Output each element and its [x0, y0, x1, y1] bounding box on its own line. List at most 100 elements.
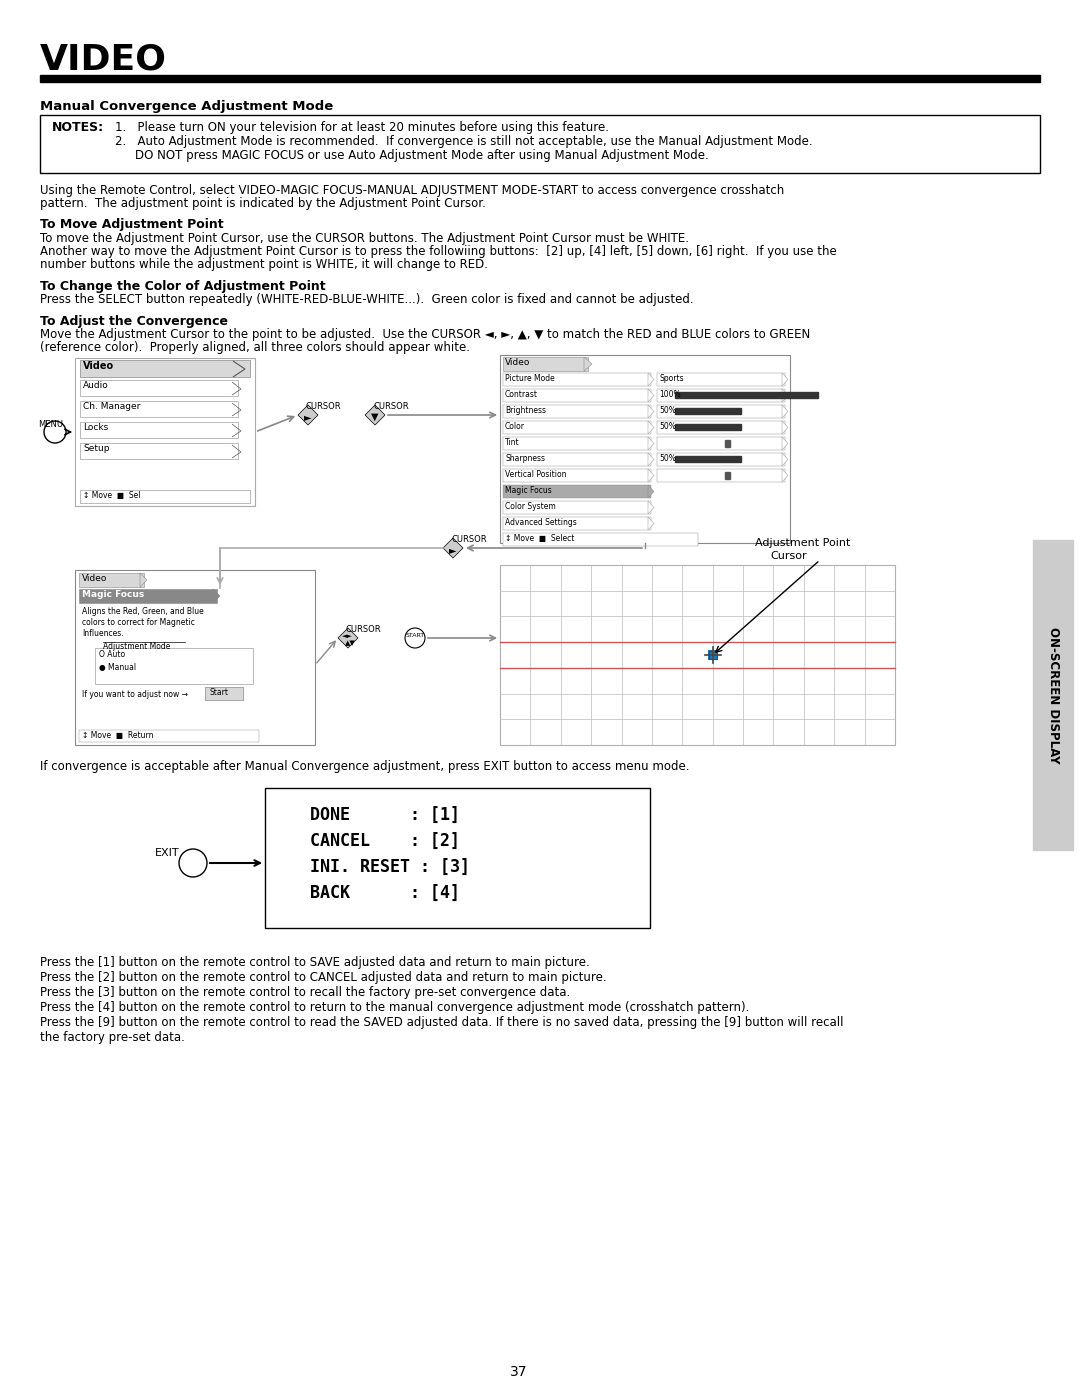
Text: 50%: 50%	[659, 422, 676, 432]
Text: BACK      : [4]: BACK : [4]	[310, 884, 460, 902]
Polygon shape	[782, 437, 788, 450]
Polygon shape	[338, 629, 357, 648]
Bar	[675, 425, 741, 430]
Text: Using the Remote Control, select VIDEO-MAGIC FOCUS-MANUAL ADJUSTMENT MODE-START : Using the Remote Control, select VIDEO-M…	[40, 184, 784, 197]
Bar	[503, 517, 651, 529]
Text: ◄►: ◄►	[342, 633, 353, 638]
Polygon shape	[648, 373, 654, 386]
Text: O Auto: O Auto	[99, 650, 125, 659]
Text: Video: Video	[82, 574, 107, 583]
Bar	[95, 648, 253, 685]
Bar	[503, 437, 651, 450]
Text: Adjustment Mode: Adjustment Mode	[103, 643, 171, 651]
Text: If you want to adjust now →: If you want to adjust now →	[82, 690, 188, 698]
Text: NOTES:: NOTES:	[52, 122, 104, 134]
Bar	[80, 490, 249, 503]
Bar	[708, 651, 717, 659]
Text: colors to correct for Magnetic: colors to correct for Magnetic	[82, 617, 194, 627]
Text: Vertical Position: Vertical Position	[505, 469, 567, 479]
Polygon shape	[648, 485, 654, 497]
Text: EXIT: EXIT	[156, 848, 179, 858]
Polygon shape	[648, 502, 654, 514]
Polygon shape	[443, 538, 463, 557]
Text: Audio: Audio	[83, 381, 109, 390]
Bar	[205, 687, 243, 700]
Bar	[79, 573, 144, 587]
Text: ▲▼: ▲▼	[345, 640, 355, 645]
Bar	[657, 420, 785, 434]
Text: To Change the Color of Adjustment Point: To Change the Color of Adjustment Point	[40, 279, 326, 293]
Bar	[725, 472, 730, 479]
Bar	[657, 469, 785, 482]
Text: ↕ Move  ■  Return: ↕ Move ■ Return	[82, 731, 153, 740]
Bar	[80, 380, 238, 395]
Text: ►: ►	[449, 545, 457, 555]
Polygon shape	[298, 405, 318, 425]
Text: ↕ Move  ■  Sel: ↕ Move ■ Sel	[83, 490, 140, 500]
Text: (reference color).  Properly aligned, all three colors should appear white.: (reference color). Properly aligned, all…	[40, 341, 470, 353]
Polygon shape	[782, 453, 788, 467]
Text: ● Manual: ● Manual	[99, 664, 136, 672]
Polygon shape	[648, 517, 654, 529]
Text: 50%: 50%	[659, 407, 676, 415]
Bar	[75, 570, 315, 745]
Text: Magic Focus: Magic Focus	[505, 486, 552, 495]
Text: CURSOR: CURSOR	[306, 402, 341, 411]
Text: 50%: 50%	[659, 454, 676, 462]
Polygon shape	[584, 358, 592, 372]
Text: Color System: Color System	[505, 502, 556, 511]
Bar	[503, 469, 651, 482]
Text: Press the [3] button on the remote control to recall the factory pre-set converg: Press the [3] button on the remote contr…	[40, 986, 570, 999]
Text: pattern.  The adjustment point is indicated by the Adjustment Point Cursor.: pattern. The adjustment point is indicat…	[40, 197, 486, 210]
Bar	[265, 788, 650, 928]
Text: Video: Video	[505, 358, 530, 367]
Text: Setup: Setup	[83, 444, 109, 453]
Text: 37: 37	[510, 1365, 527, 1379]
Text: CURSOR: CURSOR	[346, 624, 381, 634]
Text: Brightness: Brightness	[505, 407, 546, 415]
Circle shape	[44, 420, 66, 443]
Polygon shape	[648, 437, 654, 450]
Text: CURSOR: CURSOR	[451, 535, 487, 543]
Polygon shape	[782, 420, 788, 434]
Bar	[75, 358, 255, 506]
Polygon shape	[648, 420, 654, 434]
Polygon shape	[782, 373, 788, 386]
Text: Another way to move the Adjustment Point Cursor is to press the followiing butto: Another way to move the Adjustment Point…	[40, 244, 837, 258]
Text: Video: Video	[83, 360, 114, 372]
Text: MENU: MENU	[38, 420, 63, 429]
Bar	[503, 388, 651, 402]
Bar	[503, 453, 651, 467]
Text: Locks: Locks	[83, 423, 108, 432]
Text: START: START	[406, 633, 426, 638]
Text: Adjustment Point: Adjustment Point	[755, 538, 850, 548]
Polygon shape	[648, 453, 654, 467]
Polygon shape	[648, 405, 654, 418]
Text: Start: Start	[210, 687, 228, 697]
Text: Aligns the Red, Green, and Blue: Aligns the Red, Green, and Blue	[82, 608, 204, 616]
Text: VIDEO: VIDEO	[40, 42, 167, 75]
Text: ►: ►	[303, 412, 311, 422]
Bar	[657, 388, 785, 402]
Bar	[500, 564, 895, 745]
Bar	[79, 590, 217, 604]
Text: ↕ Move  ■  Select: ↕ Move ■ Select	[505, 534, 575, 543]
Bar	[503, 358, 588, 372]
Bar	[725, 440, 730, 447]
Bar	[707, 650, 718, 659]
Text: Press the [4] button on the remote control to return to the manual convergence a: Press the [4] button on the remote contr…	[40, 1002, 750, 1014]
Text: ON-SCREEN DISPLAY: ON-SCREEN DISPLAY	[1047, 627, 1059, 763]
Text: If convergence is acceptable after Manual Convergence adjustment, press EXIT but: If convergence is acceptable after Manua…	[40, 760, 689, 773]
Text: Move the Adjustment Cursor to the point to be adjusted.  Use the CURSOR ◄, ►, ▲,: Move the Adjustment Cursor to the point …	[40, 328, 810, 341]
Text: Influences.: Influences.	[82, 629, 123, 638]
Text: the factory pre-set data.: the factory pre-set data.	[40, 1031, 185, 1044]
Text: Tint: Tint	[505, 439, 519, 447]
Bar	[40, 115, 1040, 173]
Bar	[657, 437, 785, 450]
Circle shape	[179, 849, 207, 877]
Bar	[503, 405, 651, 418]
Bar	[675, 393, 818, 398]
Bar	[80, 401, 238, 416]
Bar	[1032, 541, 1074, 849]
Polygon shape	[648, 388, 654, 402]
